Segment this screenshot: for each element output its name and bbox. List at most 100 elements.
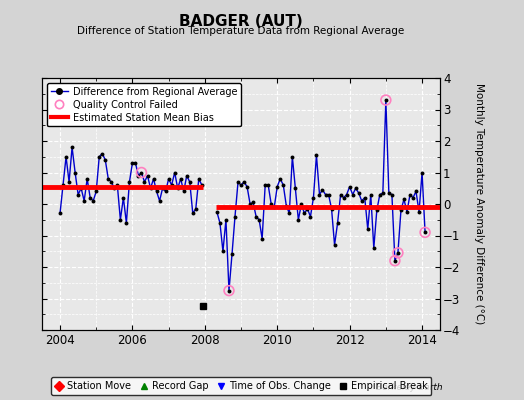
- Point: [418, 169, 426, 176]
- Point: [364, 226, 372, 232]
- Point: [264, 182, 272, 188]
- Point: [394, 250, 402, 256]
- Point: [357, 198, 366, 204]
- Point: [65, 179, 73, 185]
- Point: [397, 207, 405, 214]
- Point: [104, 176, 113, 182]
- Point: [321, 191, 330, 198]
- Point: [192, 206, 200, 212]
- Point: [144, 172, 152, 179]
- Point: [137, 169, 146, 176]
- Point: [231, 214, 239, 220]
- Point: [303, 206, 312, 212]
- Point: [367, 191, 375, 198]
- Text: BADGER (AUT): BADGER (AUT): [179, 14, 303, 29]
- Point: [122, 220, 130, 226]
- Point: [177, 176, 185, 182]
- Point: [134, 172, 143, 179]
- Point: [92, 188, 101, 195]
- Point: [80, 198, 89, 204]
- Point: [74, 191, 82, 198]
- Point: [306, 214, 314, 220]
- Point: [234, 179, 242, 185]
- Point: [140, 179, 149, 185]
- Point: [294, 216, 302, 223]
- Point: [240, 179, 248, 185]
- Point: [119, 194, 127, 201]
- Point: [219, 248, 227, 254]
- Point: [168, 182, 176, 188]
- Point: [352, 185, 360, 192]
- Point: [336, 191, 345, 198]
- Point: [255, 216, 264, 223]
- Point: [156, 198, 164, 204]
- Point: [62, 154, 70, 160]
- Point: [391, 258, 399, 264]
- Point: [128, 160, 137, 166]
- Point: [369, 245, 378, 251]
- Point: [333, 220, 342, 226]
- Point: [400, 196, 408, 202]
- Point: [189, 210, 197, 217]
- Point: [300, 210, 309, 217]
- Point: [113, 182, 122, 188]
- Point: [249, 199, 257, 206]
- Point: [312, 152, 321, 158]
- Point: [324, 191, 333, 198]
- Point: [86, 194, 94, 201]
- Point: [345, 184, 354, 190]
- Point: [95, 154, 103, 160]
- Point: [409, 194, 417, 201]
- Point: [59, 182, 67, 188]
- Point: [131, 160, 139, 166]
- Point: [282, 202, 290, 209]
- Point: [421, 229, 429, 236]
- Point: [77, 185, 85, 192]
- Point: [170, 169, 179, 176]
- Point: [68, 144, 77, 150]
- Point: [56, 210, 64, 217]
- Legend: Difference from Regional Average, Quality Control Failed, Estimated Station Mean: Difference from Regional Average, Qualit…: [47, 83, 242, 126]
- Point: [288, 154, 297, 160]
- Point: [222, 216, 230, 223]
- Point: [381, 97, 390, 103]
- Point: [173, 185, 182, 192]
- Point: [297, 201, 305, 207]
- Point: [110, 185, 118, 192]
- Point: [180, 188, 188, 195]
- Point: [237, 182, 245, 188]
- Point: [381, 97, 390, 103]
- Point: [348, 191, 357, 198]
- Point: [421, 229, 429, 236]
- Point: [391, 258, 399, 264]
- Point: [165, 176, 173, 182]
- Point: [343, 191, 351, 198]
- Point: [225, 288, 233, 294]
- Point: [273, 184, 281, 190]
- Point: [194, 176, 203, 182]
- Point: [98, 150, 106, 157]
- Point: [146, 185, 155, 192]
- Point: [258, 236, 266, 242]
- Point: [182, 172, 191, 179]
- Point: [373, 207, 381, 214]
- Point: [309, 194, 318, 201]
- Point: [71, 169, 79, 176]
- Point: [279, 182, 288, 188]
- Point: [158, 185, 167, 192]
- Point: [83, 176, 91, 182]
- Point: [394, 250, 402, 256]
- Point: [228, 251, 236, 258]
- Point: [243, 184, 252, 190]
- Legend: Station Move, Record Gap, Time of Obs. Change, Empirical Break: Station Move, Record Gap, Time of Obs. C…: [51, 377, 431, 395]
- Point: [412, 188, 420, 195]
- Point: [137, 169, 146, 176]
- Point: [107, 179, 115, 185]
- Point: [291, 185, 300, 192]
- Point: [101, 157, 110, 163]
- Point: [415, 209, 423, 215]
- Point: [330, 242, 339, 248]
- Point: [213, 209, 221, 215]
- Point: [246, 201, 254, 207]
- Point: [276, 176, 285, 182]
